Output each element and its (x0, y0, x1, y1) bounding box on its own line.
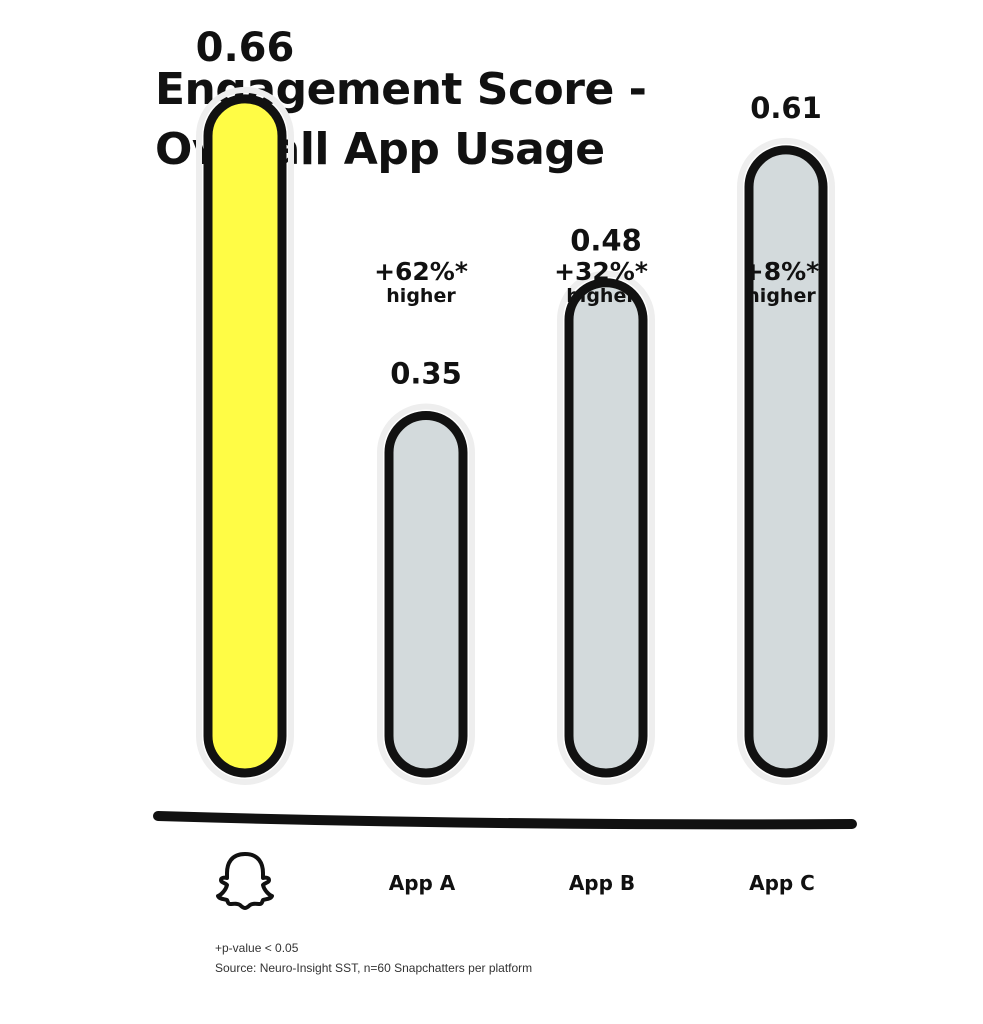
footnote-source: Source: Neuro-Insight SST, n=60 Snapchat… (215, 961, 533, 975)
bar-snapchat (203, 94, 287, 778)
snapchat-ghost-icon (216, 852, 274, 910)
bar-glow (557, 270, 655, 785)
bar-app-c (744, 145, 828, 778)
category-label: App A (389, 871, 456, 895)
category-label: App B (569, 871, 635, 895)
comparison-note: higher (386, 285, 456, 307)
value-label: 0.61 (750, 91, 822, 125)
bar-app-b (564, 278, 648, 778)
bar-glow (737, 137, 835, 785)
comparison-delta: +8%* (743, 257, 819, 286)
comparison-note: higher (746, 285, 816, 307)
bar-glow (196, 86, 294, 786)
value-label: 0.35 (390, 357, 462, 391)
category-label: App C (749, 871, 815, 895)
comparison-note: higher (566, 285, 636, 307)
footnote-pvalue: +p-value < 0.05 (215, 941, 299, 955)
bar-app-a (384, 411, 468, 778)
value-label: 0.48 (570, 224, 642, 258)
x-axis-baseline (153, 811, 857, 830)
value-label: 0.66 (196, 25, 295, 71)
footnotes: +p-value < 0.05 Source: Neuro-Insight SS… (215, 938, 532, 978)
comparison-delta: +62%* (374, 257, 468, 286)
comparison-delta: +32%* (554, 257, 648, 286)
bar-glow (377, 403, 475, 785)
